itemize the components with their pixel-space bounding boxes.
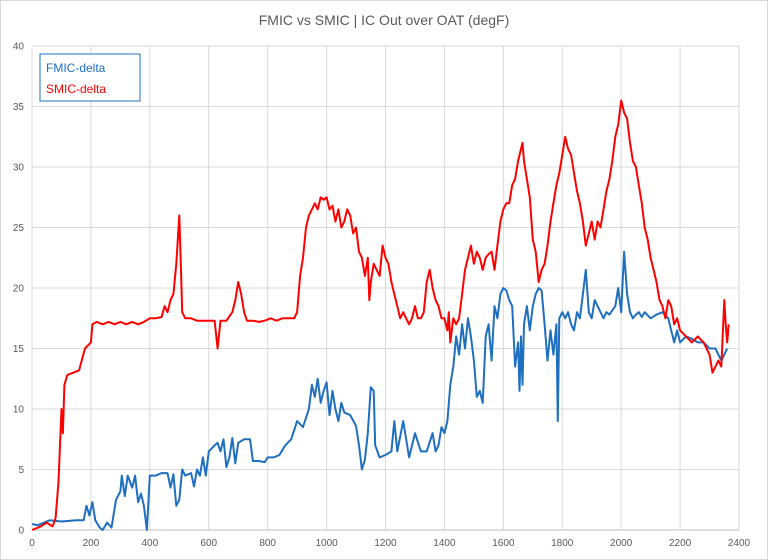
x-tick-label: 1600 xyxy=(492,538,515,549)
y-tick-label: 35 xyxy=(13,102,25,113)
y-tick-label: 30 xyxy=(13,163,25,174)
y-tick-label: 40 xyxy=(13,42,25,53)
series-line-fmic-delta xyxy=(31,250,729,531)
x-tick-label: 1800 xyxy=(551,538,574,549)
grid-layer xyxy=(31,45,740,531)
x-tick-label: 200 xyxy=(83,538,100,549)
y-tick-label: 0 xyxy=(18,526,24,537)
x-tick-label: 0 xyxy=(29,538,35,549)
x-tick-label: 1200 xyxy=(374,538,397,549)
x-tick-label: 1400 xyxy=(433,538,456,549)
y-tick-label: 25 xyxy=(13,223,25,234)
x-tick-label: 2200 xyxy=(669,538,692,549)
y-tick-label: 20 xyxy=(13,284,25,295)
x-tick-label: 400 xyxy=(141,538,158,549)
chart-title: FMIC vs SMIC | IC Out over OAT (degF) xyxy=(259,12,510,28)
series-layer xyxy=(31,99,730,531)
y-tick-label: 10 xyxy=(13,405,25,416)
legend-box xyxy=(39,53,141,102)
y-tick-label: 15 xyxy=(13,344,25,355)
legend: FMIC-delta SMIC-delta xyxy=(39,53,141,102)
x-tick-label: 600 xyxy=(200,538,217,549)
y-tick-label: 5 xyxy=(18,465,24,476)
x-tick-label: 2400 xyxy=(728,538,751,549)
legend-label-fmic: FMIC-delta xyxy=(46,61,106,75)
legend-label-smic: SMIC-delta xyxy=(46,82,106,96)
x-tick-label: 1000 xyxy=(315,538,338,549)
x-tick-label: 800 xyxy=(259,538,276,549)
series-line-smic-delta xyxy=(31,99,730,531)
x-tick-label: 2000 xyxy=(610,538,633,549)
